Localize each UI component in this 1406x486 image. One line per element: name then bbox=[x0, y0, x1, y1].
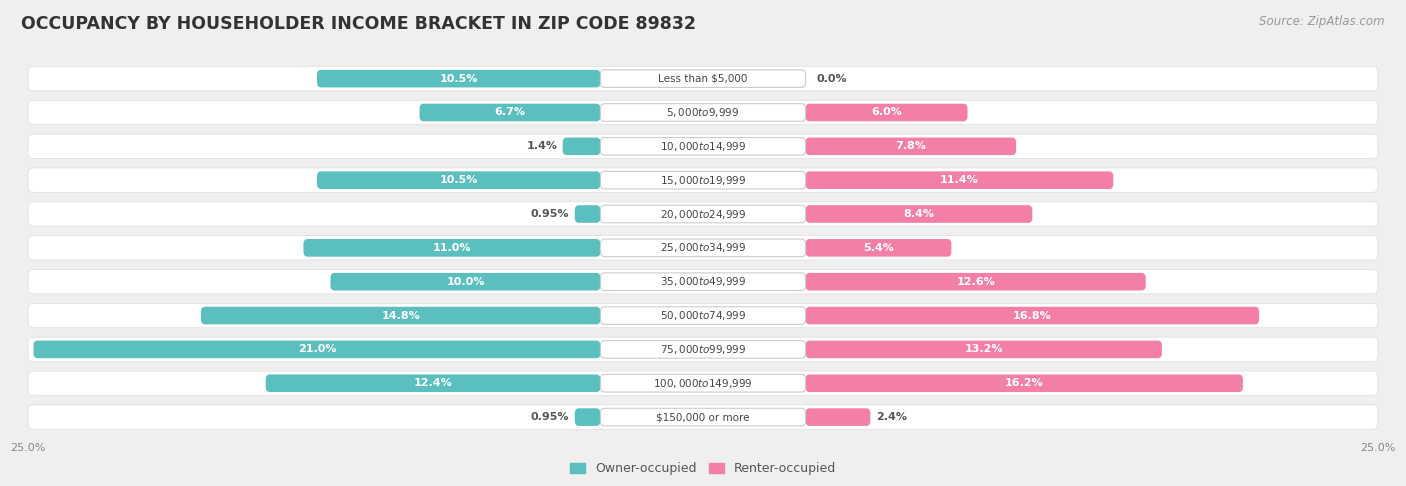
Text: 14.8%: 14.8% bbox=[381, 311, 420, 321]
FancyBboxPatch shape bbox=[316, 172, 600, 189]
FancyBboxPatch shape bbox=[28, 202, 1378, 226]
Text: Less than $5,000: Less than $5,000 bbox=[658, 73, 748, 84]
FancyBboxPatch shape bbox=[600, 273, 806, 291]
FancyBboxPatch shape bbox=[28, 337, 1378, 362]
FancyBboxPatch shape bbox=[304, 239, 600, 257]
Text: 10.5%: 10.5% bbox=[440, 175, 478, 185]
FancyBboxPatch shape bbox=[600, 172, 806, 189]
Text: $75,000 to $99,999: $75,000 to $99,999 bbox=[659, 343, 747, 356]
Text: 21.0%: 21.0% bbox=[298, 345, 336, 354]
Text: 16.2%: 16.2% bbox=[1005, 378, 1043, 388]
FancyBboxPatch shape bbox=[266, 374, 600, 392]
FancyBboxPatch shape bbox=[28, 100, 1378, 124]
FancyBboxPatch shape bbox=[28, 371, 1378, 396]
FancyBboxPatch shape bbox=[28, 303, 1378, 328]
FancyBboxPatch shape bbox=[806, 239, 952, 257]
FancyBboxPatch shape bbox=[600, 341, 806, 358]
FancyBboxPatch shape bbox=[600, 70, 806, 87]
Text: $15,000 to $19,999: $15,000 to $19,999 bbox=[659, 174, 747, 187]
Text: $50,000 to $74,999: $50,000 to $74,999 bbox=[659, 309, 747, 322]
Text: 6.7%: 6.7% bbox=[495, 107, 526, 118]
FancyBboxPatch shape bbox=[600, 307, 806, 324]
FancyBboxPatch shape bbox=[600, 408, 806, 426]
FancyBboxPatch shape bbox=[575, 205, 600, 223]
FancyBboxPatch shape bbox=[28, 236, 1378, 260]
Text: Source: ZipAtlas.com: Source: ZipAtlas.com bbox=[1260, 15, 1385, 28]
Text: 8.4%: 8.4% bbox=[904, 209, 935, 219]
FancyBboxPatch shape bbox=[330, 273, 600, 291]
FancyBboxPatch shape bbox=[600, 104, 806, 122]
FancyBboxPatch shape bbox=[600, 239, 806, 257]
Text: 5.4%: 5.4% bbox=[863, 243, 894, 253]
FancyBboxPatch shape bbox=[316, 70, 600, 87]
FancyBboxPatch shape bbox=[806, 172, 1114, 189]
Text: 0.95%: 0.95% bbox=[531, 412, 569, 422]
Text: 0.95%: 0.95% bbox=[531, 209, 569, 219]
Text: 6.0%: 6.0% bbox=[872, 107, 903, 118]
FancyBboxPatch shape bbox=[600, 374, 806, 392]
Text: $5,000 to $9,999: $5,000 to $9,999 bbox=[666, 106, 740, 119]
Text: $20,000 to $24,999: $20,000 to $24,999 bbox=[659, 208, 747, 221]
FancyBboxPatch shape bbox=[806, 374, 1243, 392]
Text: 11.0%: 11.0% bbox=[433, 243, 471, 253]
FancyBboxPatch shape bbox=[419, 104, 600, 122]
FancyBboxPatch shape bbox=[806, 138, 1017, 155]
Text: 2.4%: 2.4% bbox=[876, 412, 907, 422]
Text: 7.8%: 7.8% bbox=[896, 141, 927, 151]
FancyBboxPatch shape bbox=[600, 138, 806, 155]
FancyBboxPatch shape bbox=[600, 205, 806, 223]
FancyBboxPatch shape bbox=[28, 405, 1378, 429]
Text: OCCUPANCY BY HOUSEHOLDER INCOME BRACKET IN ZIP CODE 89832: OCCUPANCY BY HOUSEHOLDER INCOME BRACKET … bbox=[21, 15, 696, 33]
FancyBboxPatch shape bbox=[806, 408, 870, 426]
FancyBboxPatch shape bbox=[806, 341, 1161, 358]
Text: 11.4%: 11.4% bbox=[941, 175, 979, 185]
Text: $150,000 or more: $150,000 or more bbox=[657, 412, 749, 422]
FancyBboxPatch shape bbox=[575, 408, 600, 426]
FancyBboxPatch shape bbox=[28, 270, 1378, 294]
FancyBboxPatch shape bbox=[28, 67, 1378, 91]
Text: $25,000 to $34,999: $25,000 to $34,999 bbox=[659, 242, 747, 254]
FancyBboxPatch shape bbox=[562, 138, 600, 155]
FancyBboxPatch shape bbox=[806, 273, 1146, 291]
FancyBboxPatch shape bbox=[201, 307, 600, 324]
Text: 1.4%: 1.4% bbox=[526, 141, 557, 151]
Legend: Owner-occupied, Renter-occupied: Owner-occupied, Renter-occupied bbox=[565, 457, 841, 481]
FancyBboxPatch shape bbox=[806, 307, 1260, 324]
FancyBboxPatch shape bbox=[28, 168, 1378, 192]
Text: 12.6%: 12.6% bbox=[956, 277, 995, 287]
Text: $35,000 to $49,999: $35,000 to $49,999 bbox=[659, 275, 747, 288]
Text: $100,000 to $149,999: $100,000 to $149,999 bbox=[654, 377, 752, 390]
Text: $10,000 to $14,999: $10,000 to $14,999 bbox=[659, 140, 747, 153]
FancyBboxPatch shape bbox=[806, 104, 967, 122]
Text: 16.8%: 16.8% bbox=[1012, 311, 1052, 321]
Text: 10.0%: 10.0% bbox=[446, 277, 485, 287]
Text: 10.5%: 10.5% bbox=[440, 73, 478, 84]
Text: 13.2%: 13.2% bbox=[965, 345, 1002, 354]
FancyBboxPatch shape bbox=[806, 205, 1032, 223]
FancyBboxPatch shape bbox=[28, 134, 1378, 158]
Text: 0.0%: 0.0% bbox=[817, 73, 846, 84]
Text: 12.4%: 12.4% bbox=[413, 378, 453, 388]
FancyBboxPatch shape bbox=[34, 341, 600, 358]
